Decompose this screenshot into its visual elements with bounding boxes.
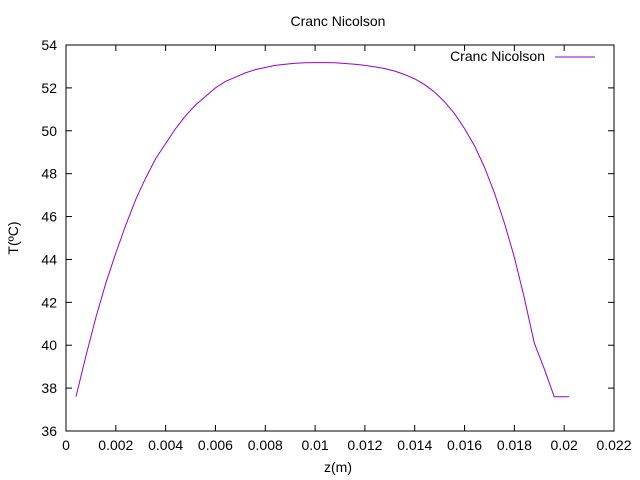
- x-tick-label: 0.018: [497, 437, 532, 453]
- x-axis-label: z(m): [324, 459, 352, 475]
- y-tick-label: 42: [41, 294, 57, 310]
- legend-label: Cranc Nicolson: [450, 48, 545, 64]
- y-tick-label: 36: [41, 423, 57, 439]
- x-tick-label: 0.008: [248, 437, 283, 453]
- y-tick-label: 50: [41, 123, 57, 139]
- x-tick-label: 0.012: [347, 437, 382, 453]
- y-tick-label: 54: [41, 37, 57, 53]
- x-tick-label: 0.004: [148, 437, 183, 453]
- x-tick-label: 0.014: [397, 437, 432, 453]
- y-tick-label: 46: [41, 209, 57, 225]
- plot-frame: [65, 44, 615, 432]
- legend: Cranc Nicolson: [450, 48, 595, 64]
- axis-ticks: 0 0.002 0.004 0.006 0.008 0.01 0.012 0.014 0.016…: [41, 37, 631, 453]
- y-tick-label: 52: [41, 80, 57, 96]
- series-layer: [75, 62, 570, 398]
- x-tick-label: 0: [62, 437, 70, 453]
- x-tick-label: 0.016: [447, 437, 482, 453]
- y-axis-label: T(ºC): [5, 221, 21, 254]
- x-tick-label: 0.02: [551, 437, 578, 453]
- y-tick-label: 40: [41, 337, 57, 353]
- x-tick-label: 0.006: [198, 437, 233, 453]
- x-tick-label: 0.002: [98, 437, 133, 453]
- x-tick-label: 0.022: [596, 437, 631, 453]
- series-line: [75, 62, 570, 398]
- x-tick-label: 0.01: [301, 437, 328, 453]
- y-tick-label: 44: [41, 251, 57, 267]
- y-tick-label: 48: [41, 166, 57, 182]
- chart-title: Cranc Nicolson: [291, 13, 386, 29]
- y-tick-label: 38: [41, 380, 57, 396]
